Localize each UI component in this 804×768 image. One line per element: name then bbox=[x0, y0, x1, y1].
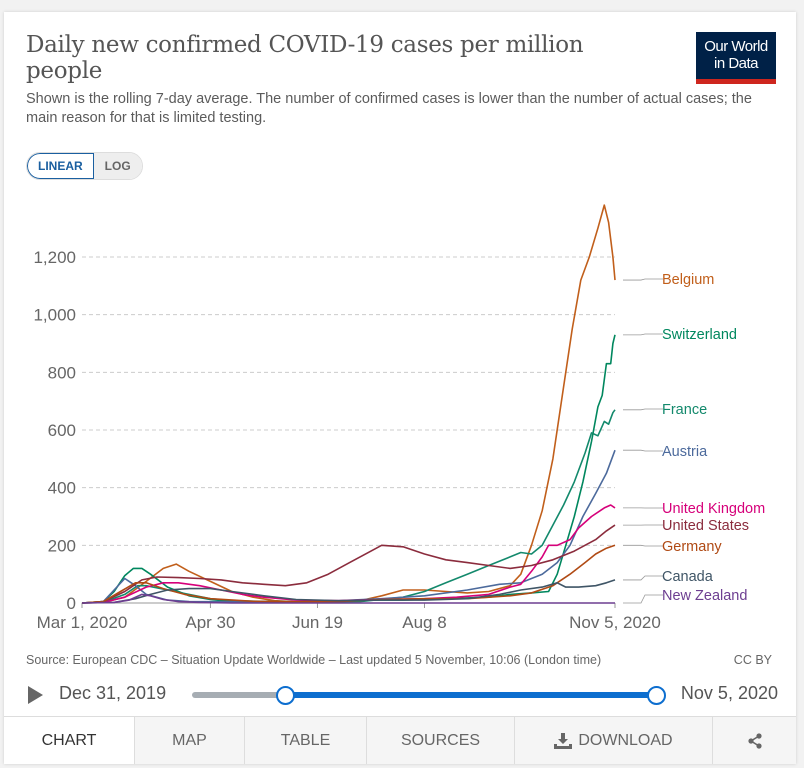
line-chart: 0 200 400 600 800 1,000 1,200 Mar 1, 2020 Apr 3… bbox=[33, 204, 765, 632]
bottom-tab-bar: CHART MAP TABLE SOURCES DOWNLOAD bbox=[4, 716, 796, 765]
chart-title: Daily new confirmed COVID-19 cases per m… bbox=[26, 32, 584, 84]
timeline-track[interactable] bbox=[192, 686, 666, 705]
y-tick-label: 1,200 bbox=[33, 248, 76, 267]
source-note[interactable]: Source: European CDC – Situation Update … bbox=[26, 653, 602, 667]
download-label: DOWNLOAD bbox=[578, 731, 673, 749]
download-icon bbox=[554, 732, 573, 749]
series-line-germany[interactable] bbox=[81, 544, 616, 604]
tab-sources-label: SOURCES bbox=[400, 731, 481, 749]
series-label[interactable]: New Zealand bbox=[662, 588, 747, 604]
x-tick-label: Apr 30 bbox=[185, 613, 235, 632]
tab-map[interactable]: MAP bbox=[134, 717, 244, 764]
logo-line-2: in Data bbox=[713, 55, 759, 72]
series-line-united-states[interactable] bbox=[81, 524, 616, 604]
chart-subtitle: Shown is the rolling 7-day average. The … bbox=[26, 91, 752, 126]
license-link[interactable]: CC BY bbox=[733, 653, 772, 667]
timeline-end-label: Nov 5, 2020 bbox=[680, 683, 778, 703]
scale-toggle: LINEAR LOG bbox=[26, 152, 143, 180]
series-label[interactable]: Switzerland bbox=[662, 327, 737, 343]
series-label[interactable]: France bbox=[662, 402, 707, 418]
label-connector bbox=[623, 594, 663, 604]
y-tick-label: 0 bbox=[67, 594, 76, 613]
share-button[interactable] bbox=[712, 717, 796, 764]
series-label[interactable]: United Kingdom bbox=[662, 501, 765, 517]
log-toggle-button[interactable]: LOG bbox=[93, 153, 142, 179]
chart-card: Daily new confirmed COVID-19 cases per m… bbox=[4, 12, 796, 764]
label-connector bbox=[623, 449, 663, 452]
tab-sources[interactable]: SOURCES bbox=[366, 717, 514, 764]
y-tick-label: 600 bbox=[48, 421, 76, 440]
series-line-austria[interactable] bbox=[81, 449, 616, 604]
download-button[interactable]: DOWNLOAD bbox=[514, 717, 712, 764]
timeline-selected-range bbox=[284, 692, 656, 698]
tab-chart[interactable]: CHART bbox=[4, 717, 134, 764]
timeline-end-handle[interactable] bbox=[647, 686, 666, 705]
logo-line-1: Our World bbox=[704, 38, 768, 55]
series-label[interactable]: Belgium bbox=[662, 272, 714, 288]
owid-logo[interactable]: Our World in Data bbox=[696, 32, 776, 84]
timeline-start-label: Dec 31, 2019 bbox=[59, 683, 167, 703]
series-line-canada[interactable] bbox=[81, 579, 616, 604]
series-label[interactable]: Austria bbox=[662, 444, 708, 460]
series-line-belgium[interactable] bbox=[81, 204, 616, 604]
share-icon bbox=[747, 732, 762, 749]
y-tick-label: 400 bbox=[48, 479, 76, 498]
series-label[interactable]: United States bbox=[662, 518, 749, 534]
label-connector bbox=[623, 333, 663, 336]
x-tick-label: Nov 5, 2020 bbox=[569, 613, 661, 632]
tab-table[interactable]: TABLE bbox=[244, 717, 366, 764]
logo-red-bar bbox=[696, 79, 776, 84]
timeline-start-handle[interactable] bbox=[275, 686, 295, 705]
tab-map-label: MAP bbox=[172, 731, 207, 749]
series-label[interactable]: Canada bbox=[662, 569, 714, 585]
y-tick-label: 800 bbox=[48, 363, 76, 382]
timeline-slider: Dec 31, 2019 Nov 5, 2020 bbox=[26, 683, 778, 707]
tab-chart-label: CHART bbox=[41, 731, 97, 749]
label-connector bbox=[623, 408, 663, 411]
series-line-france[interactable] bbox=[81, 409, 616, 604]
y-tick-label: 1,000 bbox=[33, 306, 76, 325]
label-connector bbox=[623, 278, 663, 281]
x-tick-label: Mar 1, 2020 bbox=[37, 613, 128, 632]
x-tick-label: Jun 19 bbox=[292, 613, 343, 632]
x-tick-label: Aug 8 bbox=[402, 613, 446, 632]
y-tick-label: 200 bbox=[48, 536, 76, 555]
linear-toggle-button[interactable]: LINEAR bbox=[27, 153, 94, 179]
tab-table-label: TABLE bbox=[280, 731, 331, 749]
play-icon[interactable] bbox=[28, 686, 43, 704]
series-line-new-zealand[interactable] bbox=[81, 593, 615, 604]
series-label[interactable]: Germany bbox=[662, 539, 722, 555]
label-connector bbox=[623, 575, 663, 581]
label-connector bbox=[623, 544, 663, 547]
